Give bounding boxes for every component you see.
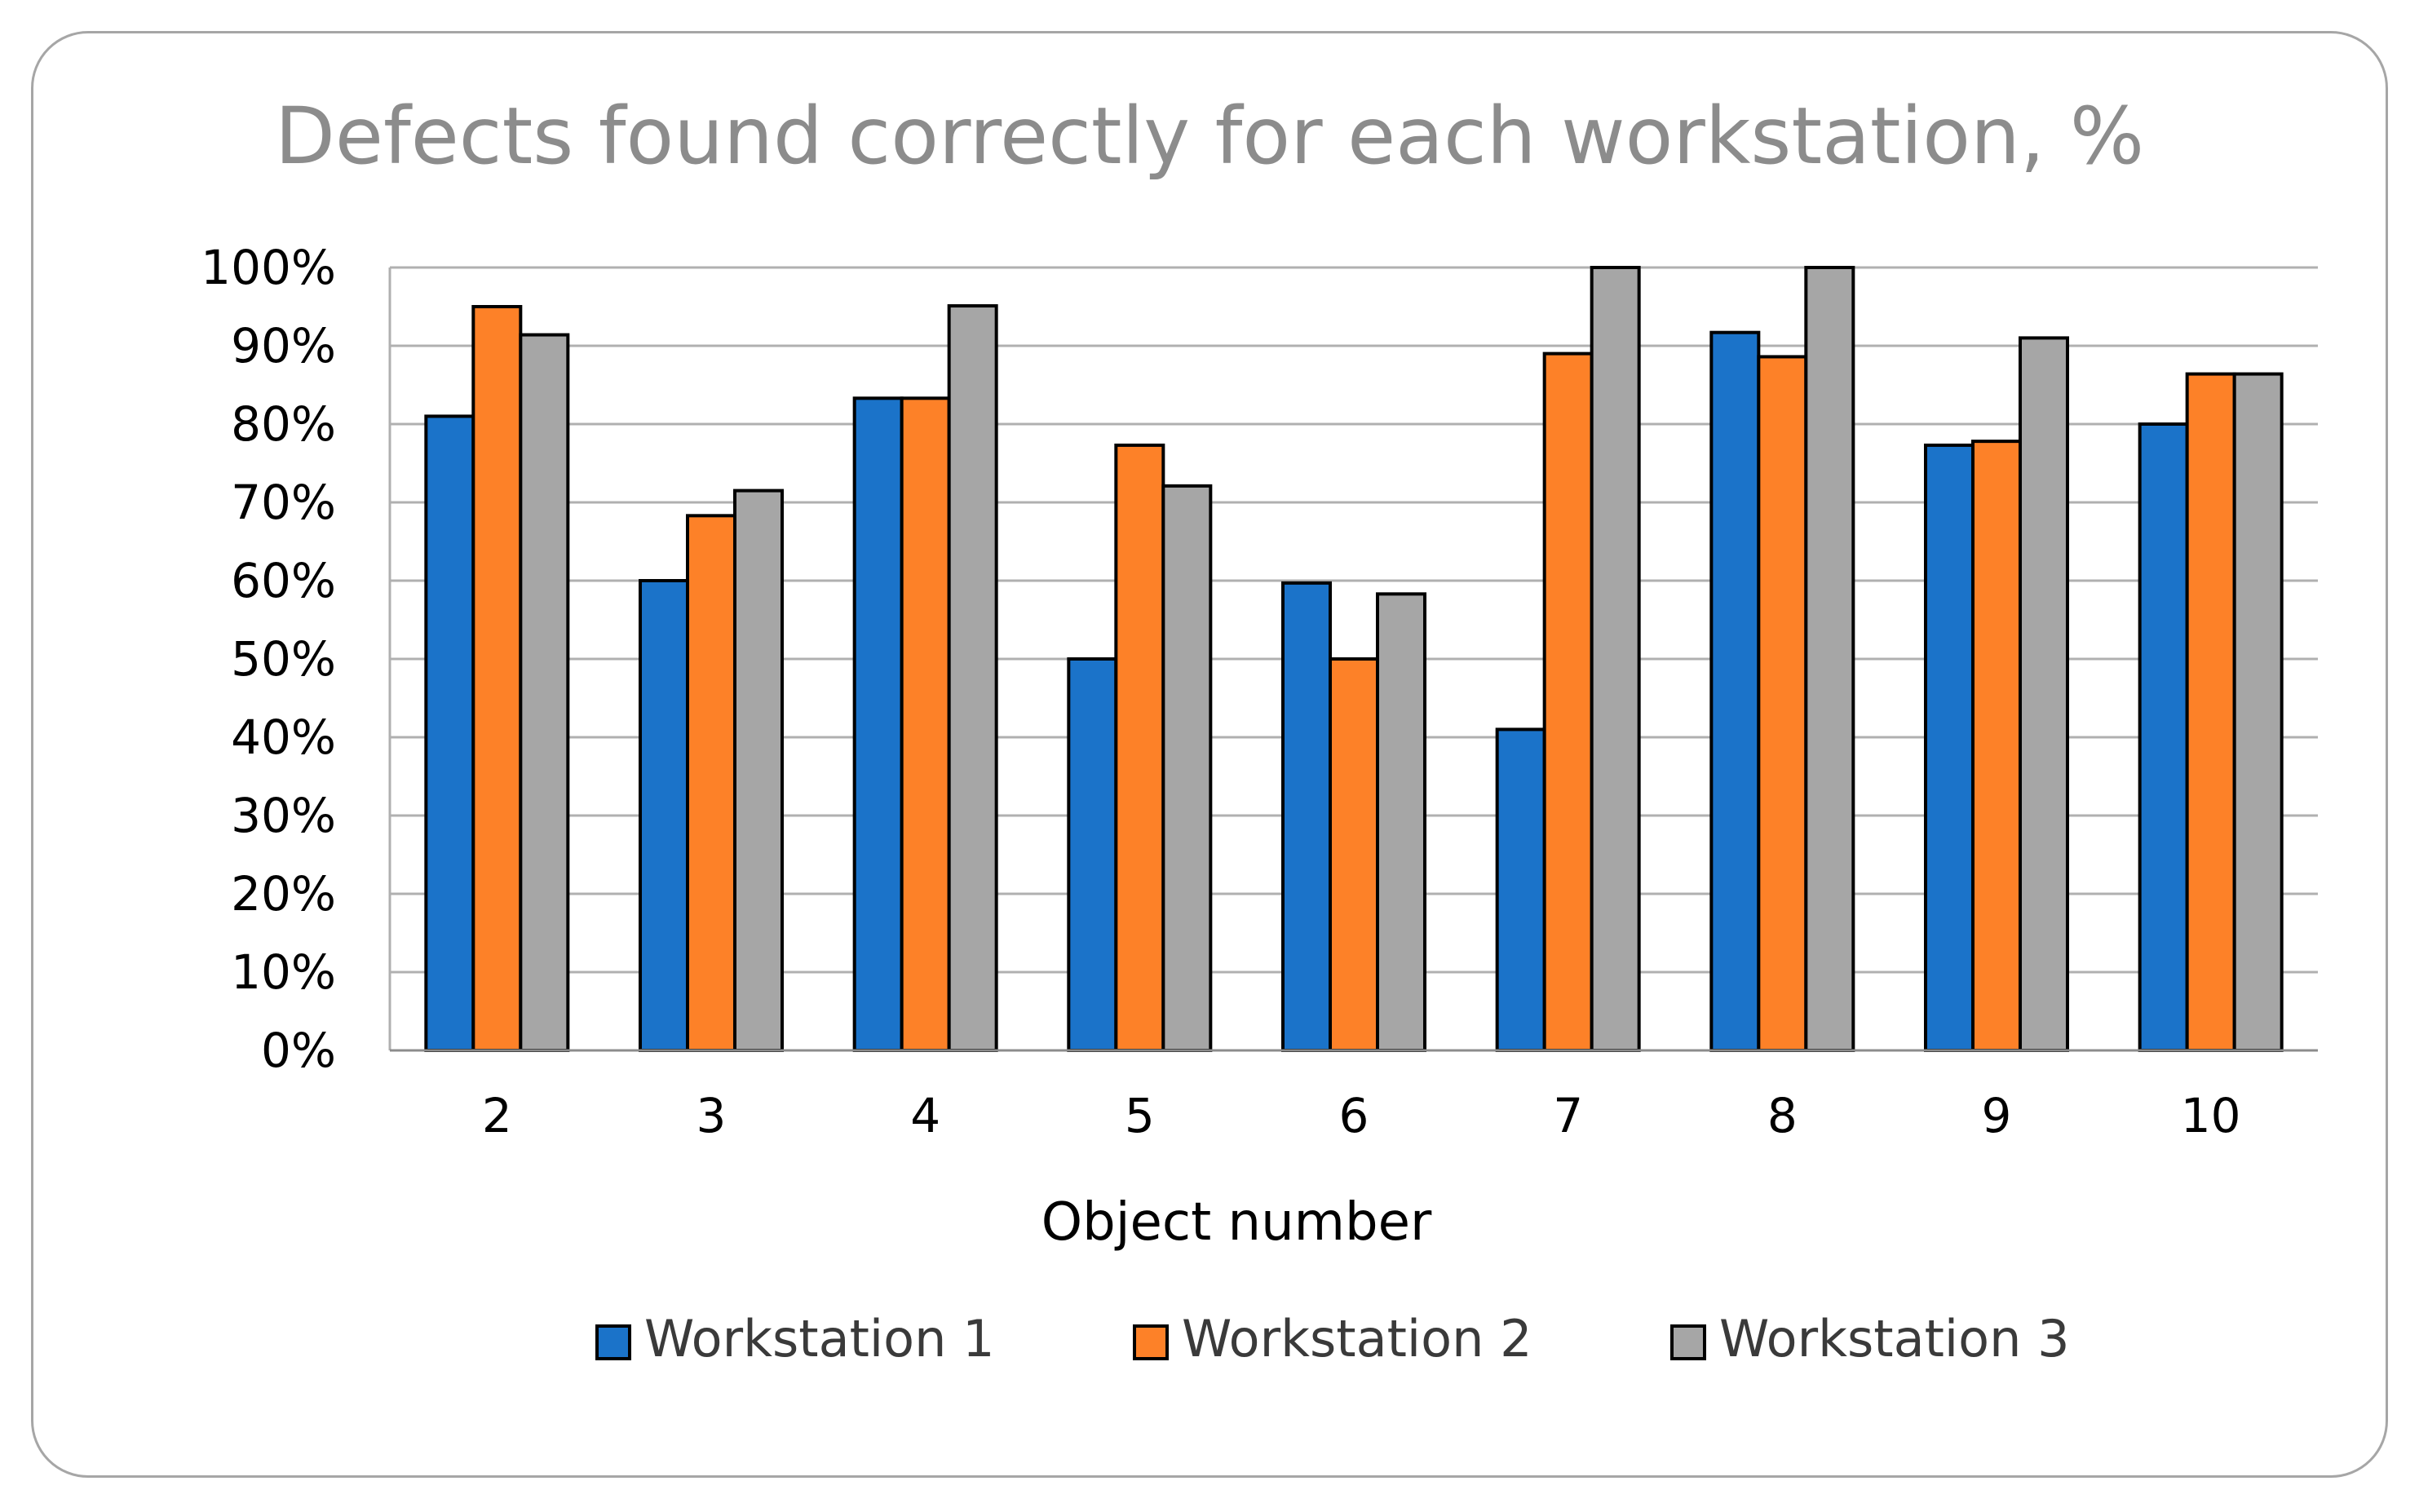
bar-workstation-3-object-8 bbox=[1804, 266, 1855, 1052]
y-tick-label: 40% bbox=[231, 710, 336, 765]
y-axis-ticks: 0% 10% 20% 30% 40% 50% 60% 70% 80% 90% 100% bbox=[201, 240, 336, 1078]
legend-label: Workstation 3 bbox=[1719, 1309, 2070, 1368]
bar-workstation-3-object-10 bbox=[2232, 372, 2284, 1052]
legend-swatch bbox=[1670, 1324, 1706, 1360]
bar-workstation-1-object-5 bbox=[1067, 657, 1118, 1052]
x-tick-label: 10 bbox=[2181, 1088, 2241, 1143]
bar-workstation-2-object-2 bbox=[471, 305, 523, 1052]
x-tick-label: 9 bbox=[1982, 1088, 2012, 1143]
bar-workstation-2-object-10 bbox=[2185, 372, 2236, 1052]
bar-workstation-1-object-7 bbox=[1495, 727, 1546, 1053]
bar-workstation-1-object-6 bbox=[1281, 581, 1332, 1052]
bar-workstation-3-object-7 bbox=[1590, 266, 1641, 1052]
x-tick-label: 2 bbox=[482, 1088, 512, 1143]
bar-workstation-2-object-4 bbox=[900, 396, 951, 1052]
legend: Workstation 1 Workstation 2 Workstation 3 bbox=[595, 1309, 2070, 1368]
bar-workstation-2-object-7 bbox=[1542, 351, 1594, 1053]
x-tick-label: 8 bbox=[1767, 1088, 1798, 1143]
bar-workstation-1-object-9 bbox=[1924, 443, 1975, 1052]
x-tick-label: 4 bbox=[910, 1088, 940, 1143]
legend-swatch bbox=[1133, 1324, 1169, 1360]
bar-workstation-3-object-6 bbox=[1376, 592, 1426, 1052]
legend-swatch bbox=[595, 1324, 631, 1360]
y-tick-label: 70% bbox=[231, 475, 336, 530]
x-tick-label: 6 bbox=[1339, 1088, 1369, 1143]
bar-workstation-1-object-10 bbox=[2138, 422, 2189, 1052]
x-axis-ticks: 2 3 4 5 6 7 8 9 10 bbox=[482, 1088, 2241, 1143]
bar-workstation-1-object-2 bbox=[424, 414, 475, 1052]
bar-workstation-3-object-4 bbox=[947, 304, 998, 1053]
x-axis-title: Object number bbox=[1041, 1192, 1432, 1253]
bar-workstation-2-object-3 bbox=[686, 514, 736, 1052]
y-tick-label: 0% bbox=[261, 1023, 336, 1078]
y-tick-label: 10% bbox=[231, 944, 336, 1000]
y-tick-label: 80% bbox=[231, 396, 336, 452]
legend-label: Workstation 1 bbox=[644, 1309, 995, 1368]
bar-workstation-3-object-5 bbox=[1161, 484, 1213, 1052]
y-tick-label: 90% bbox=[231, 318, 336, 374]
bar-workstation-1-object-4 bbox=[852, 396, 904, 1052]
chart-title: Defects found correctly for each worksta… bbox=[275, 91, 2144, 182]
y-tick-label: 60% bbox=[231, 553, 336, 608]
bar-workstation-3-object-2 bbox=[519, 333, 570, 1052]
bar-workstation-2-object-8 bbox=[1757, 355, 1808, 1052]
bar-workstation-3-object-3 bbox=[733, 489, 784, 1052]
bar-workstation-2-object-6 bbox=[1329, 657, 1379, 1052]
bar-workstation-1-object-8 bbox=[1709, 330, 1761, 1052]
y-tick-label: 100% bbox=[201, 240, 336, 295]
y-tick-label: 30% bbox=[231, 788, 336, 843]
bar-workstation-1-object-3 bbox=[639, 579, 689, 1052]
y-tick-label: 20% bbox=[231, 866, 336, 922]
legend-label: Workstation 2 bbox=[1182, 1309, 1532, 1368]
x-tick-label: 3 bbox=[697, 1088, 727, 1143]
bar-workstation-2-object-5 bbox=[1114, 443, 1165, 1052]
y-tick-label: 50% bbox=[231, 631, 336, 687]
x-tick-label: 7 bbox=[1553, 1088, 1583, 1143]
bar-workstation-2-object-9 bbox=[1971, 440, 2022, 1052]
x-tick-label: 5 bbox=[1125, 1088, 1155, 1143]
bar-workstation-3-object-9 bbox=[2019, 336, 2069, 1052]
bars bbox=[424, 266, 2284, 1053]
